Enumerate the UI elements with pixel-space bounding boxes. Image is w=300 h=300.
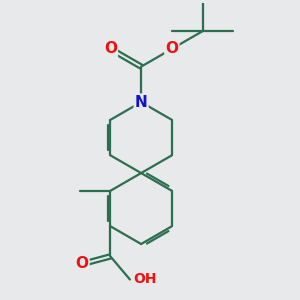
Text: OH: OH bbox=[133, 272, 156, 286]
Text: O: O bbox=[104, 41, 117, 56]
Text: O: O bbox=[165, 41, 178, 56]
Text: N: N bbox=[135, 94, 148, 110]
Text: O: O bbox=[76, 256, 88, 271]
